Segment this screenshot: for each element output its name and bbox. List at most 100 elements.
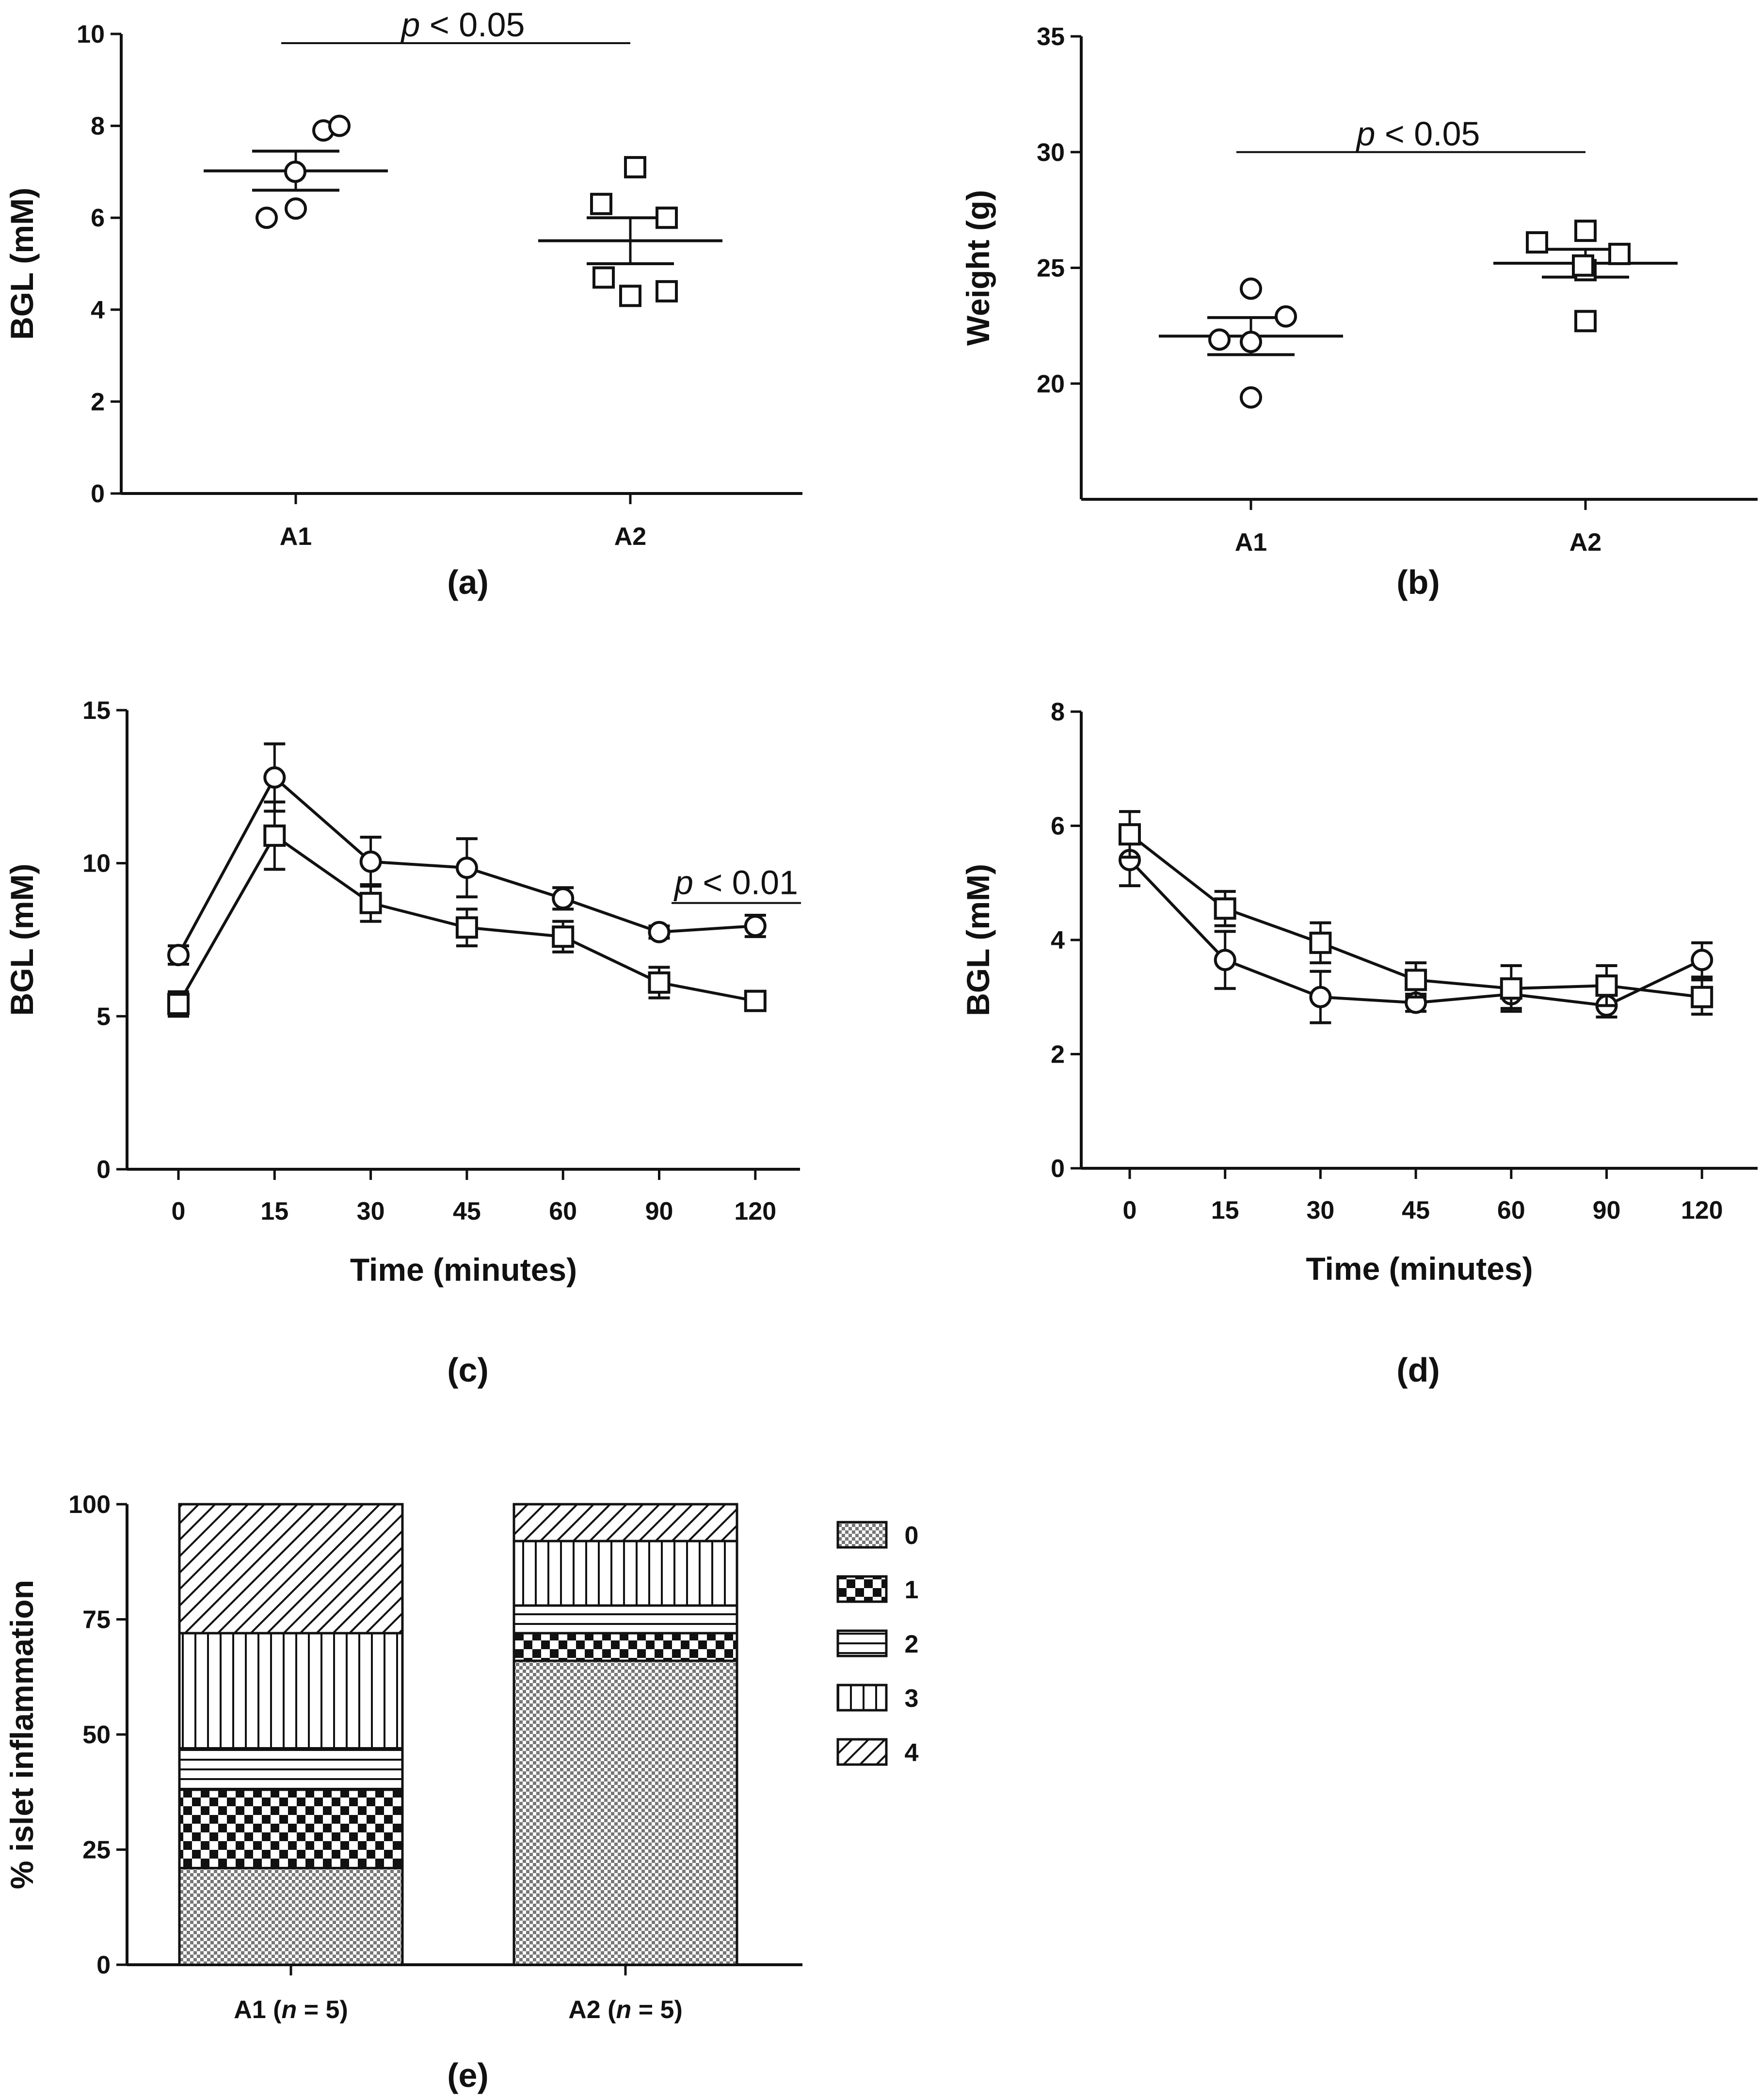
y-tick-label: 100 — [68, 1491, 111, 1519]
data-point — [656, 280, 678, 302]
data-point — [167, 944, 190, 967]
y-tick-label: 8 — [1051, 698, 1065, 726]
data-point — [552, 925, 575, 948]
data-point — [744, 915, 767, 938]
panel-d-chart: 0 2 4 6 8 0 15 30 45 60 90 120 Time (minutes) BGL (mM… — [960, 698, 1758, 1389]
legend: 0 1 2 3 4 — [836, 1521, 919, 1767]
bar-segment-1 — [512, 1632, 738, 1662]
data-point — [1574, 310, 1597, 333]
series-a1 — [167, 742, 767, 967]
panel-label: (d) — [1396, 1351, 1440, 1389]
y-tick-label: 25 — [82, 1836, 111, 1864]
p-threshold: < 0.05 — [1375, 115, 1480, 153]
group-name: A2 ( — [568, 1996, 616, 2024]
panel-a-chart: 0 2 4 6 8 10 A1 A2 BGL (mM) (a) p < 0.05 — [4, 6, 802, 601]
data-point — [656, 207, 678, 229]
data-point — [1208, 328, 1231, 351]
data-point — [256, 207, 278, 229]
bar-segment-4 — [512, 1503, 738, 1543]
legend-label: 4 — [905, 1739, 919, 1767]
x-tick-label: A2 (n = 5) — [568, 1996, 683, 2024]
data-point — [619, 285, 641, 307]
y-tick-label: 30 — [1037, 139, 1065, 167]
x-axis-label: Time (minutes) — [1306, 1251, 1533, 1287]
data-point — [284, 160, 306, 183]
y-tick-label: 4 — [1051, 926, 1065, 955]
bar-segment-0 — [512, 1659, 738, 1966]
stacked-bar-a1 — [178, 1503, 404, 1966]
data-point — [455, 916, 478, 939]
series-a2 — [167, 800, 767, 1018]
data-point — [1572, 254, 1594, 277]
data-point — [285, 197, 307, 220]
bar-segment-4 — [178, 1503, 404, 1635]
y-tick-label: 50 — [82, 1721, 111, 1749]
n-value: = 5 — [631, 1996, 674, 2024]
y-tick-label: 2 — [1051, 1041, 1065, 1069]
x-tick-label: 15 — [1211, 1196, 1239, 1225]
n-value: = 5 — [297, 1996, 339, 2024]
data-point — [590, 192, 612, 215]
x-tick-label: 90 — [1593, 1196, 1621, 1225]
data-point — [1309, 931, 1332, 954]
x-tick-label: A1 (n = 5) — [234, 1996, 348, 2024]
series-a2 — [1493, 220, 1678, 333]
x-tick-label: 60 — [549, 1197, 577, 1225]
data-point — [1240, 331, 1262, 353]
y-tick-label: 0 — [96, 1156, 111, 1184]
x-tick-label: 0 — [172, 1197, 186, 1225]
series-a1 — [1159, 277, 1343, 409]
x-tick-label: 0 — [1123, 1196, 1137, 1225]
y-axis-label: BGL (mM) — [4, 188, 40, 340]
data-point — [1526, 231, 1548, 254]
p-value-label: p < 0.05 — [400, 6, 525, 44]
data-point — [359, 850, 382, 873]
data-point — [1119, 823, 1141, 846]
data-point — [592, 266, 615, 289]
y-tick-label: 0 — [1051, 1155, 1065, 1183]
legend-label: 0 — [905, 1522, 919, 1550]
y-axis-label: BGL (mM) — [4, 863, 40, 1016]
series-a1 — [204, 114, 388, 229]
y-tick-label: 2 — [91, 388, 105, 416]
x-tick-label: A2 — [614, 523, 646, 551]
panel-label: (b) — [1396, 563, 1440, 601]
data-point — [1595, 974, 1618, 997]
x-tick-label: 90 — [645, 1197, 673, 1225]
y-axis-label: BGL (mM) — [960, 864, 996, 1016]
y-tick-label: 35 — [1037, 23, 1065, 51]
data-point — [744, 989, 767, 1012]
y-tick-label: 6 — [1051, 812, 1065, 841]
panel-label: (a) — [447, 563, 489, 601]
y-tick-label: 4 — [91, 296, 105, 324]
x-tick-label: A1 — [1235, 528, 1267, 557]
x-tick-label: 15 — [260, 1197, 288, 1225]
x-tick-label: A1 — [280, 523, 312, 551]
bar-segment-3 — [178, 1632, 404, 1750]
y-tick-label: 15 — [82, 697, 111, 725]
data-point — [455, 857, 478, 879]
y-tick-label: 0 — [91, 480, 105, 508]
y-tick-label: 10 — [82, 850, 111, 878]
data-point — [1275, 305, 1297, 328]
data-point — [1214, 949, 1236, 971]
data-point — [1608, 242, 1631, 265]
stacked-bar-a2 — [512, 1503, 738, 1966]
bar-segment-2 — [178, 1747, 404, 1791]
y-tick-label: 20 — [1037, 370, 1065, 398]
p-symbol: p — [400, 6, 420, 44]
panel-c-chart: 0 5 10 15 0 15 30 45 60 90 120 Time (minutes) BGL (m… — [4, 697, 801, 1389]
y-axis-label: % islet inflammation — [4, 1580, 40, 1889]
p-threshold: < 0.05 — [420, 6, 525, 44]
y-tick-label: 5 — [96, 1002, 111, 1031]
legend-label: 2 — [905, 1630, 919, 1658]
bar-segment-2 — [512, 1604, 738, 1635]
data-point — [1691, 949, 1713, 971]
x-tick-label: 30 — [357, 1197, 385, 1225]
legend-label: 3 — [905, 1685, 919, 1713]
series-a2 — [538, 156, 722, 307]
panel-b-chart: 20 25 30 35 A1 A2 Weight (g) (b) p < 0.05 — [960, 23, 1758, 601]
p-value-label: p < 0.05 — [1356, 115, 1480, 153]
